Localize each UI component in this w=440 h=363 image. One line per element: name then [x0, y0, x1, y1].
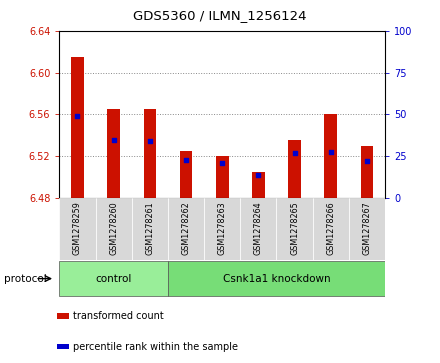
Bar	[313, 198, 349, 260]
Text: percentile rank within the sample: percentile rank within the sample	[73, 342, 238, 352]
Text: transformed count: transformed count	[73, 311, 164, 321]
Text: protocol: protocol	[4, 274, 47, 284]
Bar	[240, 198, 276, 260]
Text: GSM1278264: GSM1278264	[254, 201, 263, 254]
Point	[110, 138, 117, 143]
Bar	[276, 198, 313, 260]
Text: GSM1278259: GSM1278259	[73, 201, 82, 255]
Point	[327, 149, 334, 155]
Text: Csnk1a1 knockdown: Csnk1a1 knockdown	[223, 274, 330, 284]
Bar	[168, 261, 385, 296]
Bar	[288, 140, 301, 198]
Text: GSM1278260: GSM1278260	[109, 201, 118, 254]
Text: GSM1278267: GSM1278267	[363, 201, 371, 255]
Bar	[107, 109, 120, 198]
Point	[291, 150, 298, 156]
Text: GDS5360 / ILMN_1256124: GDS5360 / ILMN_1256124	[133, 9, 307, 22]
Text: GSM1278265: GSM1278265	[290, 201, 299, 255]
Bar	[59, 261, 168, 296]
Bar	[95, 198, 132, 260]
Bar	[58, 344, 70, 349]
Bar	[143, 109, 156, 198]
Bar	[132, 198, 168, 260]
Point	[255, 172, 262, 178]
Point	[363, 158, 370, 164]
Bar	[349, 198, 385, 260]
Point	[219, 160, 226, 166]
Bar	[180, 151, 192, 198]
Bar	[252, 172, 265, 198]
Text: GSM1278263: GSM1278263	[218, 201, 227, 254]
Text: control: control	[95, 274, 132, 284]
Bar	[168, 198, 204, 260]
Point	[183, 158, 190, 163]
Point	[74, 114, 81, 119]
Bar	[58, 313, 70, 319]
Bar	[204, 198, 240, 260]
Bar	[324, 114, 337, 198]
Text: GSM1278261: GSM1278261	[145, 201, 154, 254]
Text: GSM1278262: GSM1278262	[182, 201, 191, 255]
Bar	[216, 156, 228, 198]
Bar	[59, 198, 95, 260]
Text: GSM1278266: GSM1278266	[326, 201, 335, 254]
Bar	[361, 146, 373, 198]
Point	[147, 139, 154, 144]
Bar	[71, 57, 84, 198]
